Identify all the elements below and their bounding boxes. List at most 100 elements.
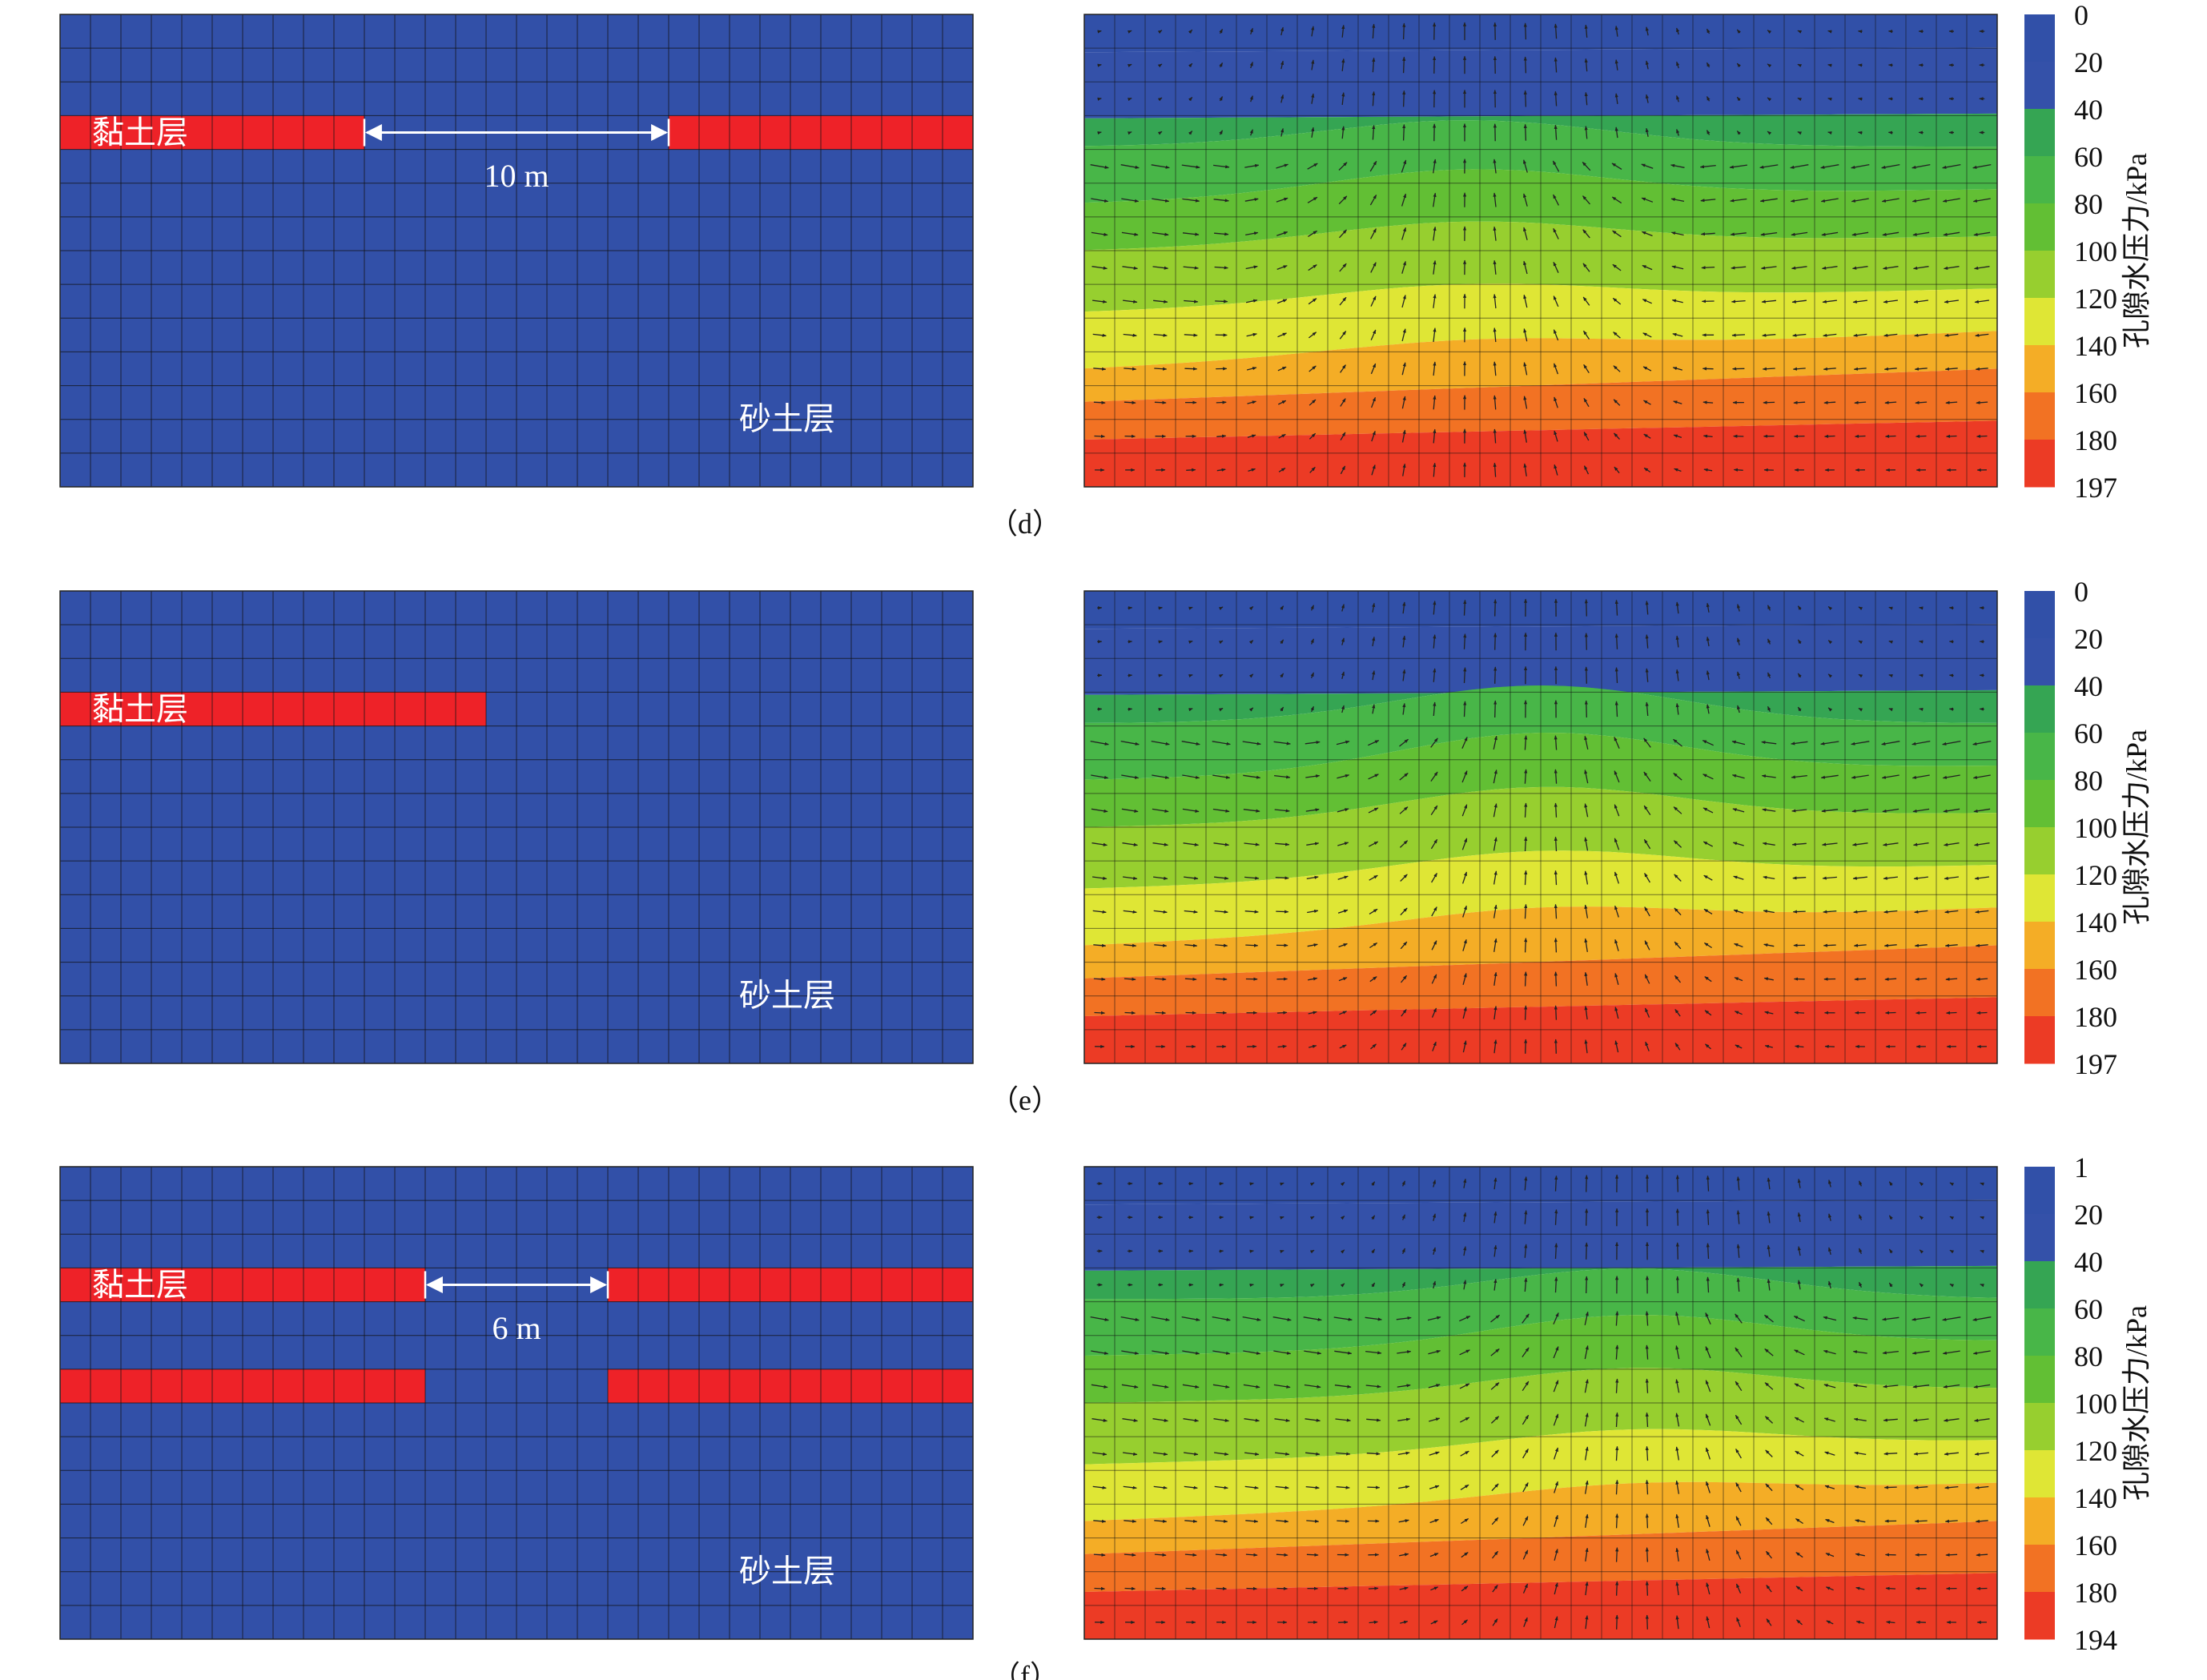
mesh-grid — [59, 14, 974, 488]
legend-tick: 0 — [2074, 0, 2088, 31]
panel-caption: （e） — [990, 1084, 1060, 1116]
panel-caption: （d） — [989, 508, 1061, 540]
sand-label: 砂土层 — [739, 977, 835, 1013]
legend-tick: 100 — [2074, 1388, 2117, 1420]
contour-band — [1084, 1265, 1997, 1300]
legend-tick: 20 — [2074, 623, 2103, 655]
legend-tick: 60 — [2074, 141, 2103, 173]
sand-label: 砂土层 — [739, 1553, 835, 1589]
legend-tick: 60 — [2074, 1293, 2103, 1325]
legend-tick: 40 — [2074, 94, 2103, 126]
legend-swatch — [2024, 1261, 2055, 1309]
legend-swatch — [2024, 827, 2055, 875]
legend-tick: 140 — [2074, 330, 2117, 362]
legend-tick: 100 — [2074, 235, 2117, 267]
legend-swatch — [2024, 1308, 2055, 1356]
legend-swatch — [2024, 156, 2055, 204]
legend-swatch — [2024, 109, 2055, 157]
legend-tick: 140 — [2074, 906, 2117, 938]
flow-vectors — [1090, 598, 1992, 1054]
legend-swatch — [2024, 780, 2055, 828]
legend-swatch — [2024, 1167, 2055, 1215]
legend-tick: 40 — [2074, 1246, 2103, 1278]
legend: 0 20 40 60 80 100 120 140 160 180 197 孔隙水压力/kPa — [2024, 0, 2153, 504]
legend-tick: 120 — [2074, 283, 2117, 315]
legend-tick: 80 — [2074, 1340, 2103, 1373]
flow-vectors — [1090, 22, 1992, 477]
legend-tick: 60 — [2074, 717, 2103, 750]
contour-band — [1084, 113, 1997, 147]
legend-tick: 160 — [2074, 377, 2117, 409]
legend-swatch — [2024, 440, 2055, 488]
legend-tick: 40 — [2074, 670, 2103, 702]
legend-swatch — [2024, 62, 2055, 110]
legend-swatch — [2024, 1016, 2055, 1064]
legend-swatch — [2024, 969, 2055, 1017]
legend-swatch — [2024, 685, 2055, 733]
gap-dimension: 6 m — [424, 1271, 609, 1346]
legend-tick: 160 — [2074, 954, 2117, 986]
legend-tick: 80 — [2074, 188, 2103, 220]
contour-mesh — [1083, 1166, 1998, 1640]
legend-swatch — [2024, 298, 2055, 346]
clay-label: 黏土层 — [92, 691, 188, 727]
legend-swatch — [2024, 345, 2055, 393]
legend-tick: 180 — [2074, 1001, 2117, 1033]
legend-tick: 180 — [2074, 424, 2117, 456]
clay-label: 黏土层 — [92, 115, 188, 151]
legend-swatch — [2024, 203, 2055, 251]
panel-caption: （f） — [991, 1660, 1059, 1680]
legend-swatch — [2024, 1214, 2055, 1262]
legend-swatch — [2024, 1545, 2055, 1593]
pressure-contour — [1083, 1166, 1998, 1640]
legend-tick: 0 — [2074, 576, 2088, 608]
legend-title: 孔隙水压力/kPa — [2121, 1305, 2153, 1501]
flow-vectors — [1090, 1174, 1992, 1630]
mesh-grid — [59, 1166, 974, 1640]
legend-tick: 20 — [2074, 1199, 2103, 1231]
legend-swatch — [2024, 392, 2055, 440]
legend-tick: 120 — [2074, 859, 2117, 891]
pressure-contour — [1083, 14, 1998, 488]
contour-band — [1084, 685, 1997, 723]
legend-title: 孔隙水压力/kPa — [2121, 729, 2153, 925]
legend-swatch — [2024, 874, 2055, 922]
legend-swatch — [2024, 1403, 2055, 1451]
gap-label: 10 m — [484, 158, 549, 194]
legend-tick: 140 — [2074, 1482, 2117, 1514]
pressure-contour — [1083, 590, 1998, 1064]
legend-swatch — [2024, 733, 2055, 781]
legend-swatch — [2024, 1450, 2055, 1498]
legend-tick: 194 — [2074, 1624, 2117, 1656]
legend-swatch — [2024, 1497, 2055, 1545]
legend-tick: 197 — [2074, 1048, 2117, 1080]
legend-swatch — [2024, 251, 2055, 299]
contour-mesh — [1083, 14, 1998, 488]
legend-tick: 100 — [2074, 812, 2117, 844]
legend-title: 孔隙水压力/kPa — [2121, 153, 2153, 348]
legend-tick: 160 — [2074, 1529, 2117, 1561]
legend-swatch — [2024, 1356, 2055, 1404]
legend-tick: 197 — [2074, 472, 2117, 504]
clay-label: 黏土层 — [92, 1267, 188, 1303]
gap-dimension: 10 m — [363, 119, 670, 194]
sand-label: 砂土层 — [739, 400, 835, 436]
legend-tick: 80 — [2074, 765, 2103, 797]
legend-tick: 120 — [2074, 1435, 2117, 1467]
legend-swatch — [2024, 1592, 2055, 1640]
legend-tick: 20 — [2074, 46, 2103, 78]
legend-swatch — [2024, 638, 2055, 686]
legend-swatch — [2024, 14, 2055, 62]
legend-tick: 1 — [2074, 1151, 2088, 1184]
legend-tick: 180 — [2074, 1577, 2117, 1609]
gap-label: 6 m — [492, 1310, 541, 1346]
